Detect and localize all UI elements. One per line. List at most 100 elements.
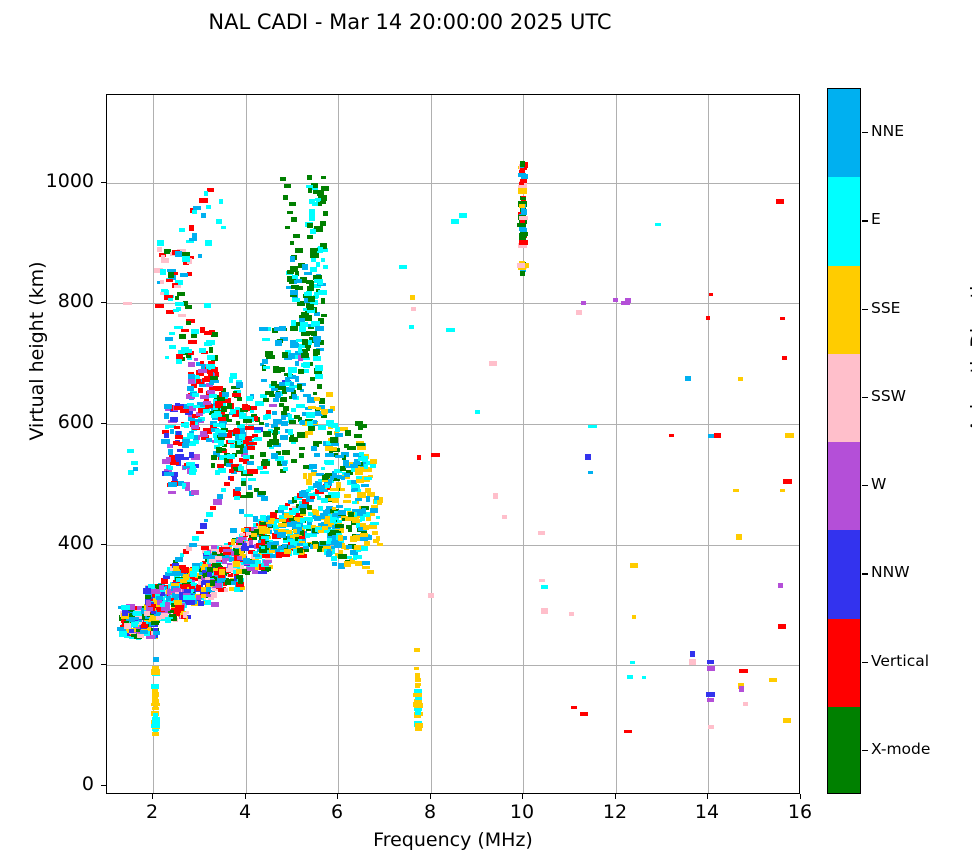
data-mark <box>211 601 220 607</box>
data-mark <box>181 328 190 332</box>
data-mark <box>316 547 322 553</box>
data-mark <box>273 427 280 431</box>
data-mark <box>363 541 370 547</box>
data-mark <box>336 474 345 479</box>
data-mark <box>203 555 211 560</box>
data-mark <box>307 397 316 404</box>
data-mark <box>168 331 175 335</box>
data-mark <box>312 296 318 300</box>
data-mark <box>191 490 200 496</box>
data-mark <box>314 325 324 331</box>
data-mark <box>163 413 169 420</box>
data-mark <box>260 363 265 367</box>
data-mark <box>314 198 321 202</box>
data-mark <box>170 583 179 588</box>
data-mark <box>233 586 240 592</box>
data-mark <box>707 724 714 729</box>
data-mark <box>272 419 282 425</box>
data-mark <box>248 540 253 545</box>
data-mark <box>235 569 243 575</box>
data-mark <box>518 204 525 209</box>
data-mark <box>624 297 631 303</box>
plot-area <box>106 94 800 794</box>
data-mark <box>182 549 189 555</box>
data-mark <box>201 212 207 218</box>
data-mark <box>232 564 240 570</box>
data-mark <box>291 496 297 503</box>
data-mark <box>518 240 528 246</box>
data-mark <box>292 321 300 326</box>
data-mark <box>354 489 361 493</box>
data-mark <box>290 285 299 290</box>
data-mark <box>203 303 211 309</box>
data-mark <box>243 418 253 423</box>
data-mark <box>329 437 338 444</box>
data-mark <box>291 320 297 327</box>
data-mark <box>355 498 363 502</box>
colorbar-tick <box>862 485 868 487</box>
data-mark <box>311 540 318 545</box>
data-mark <box>329 406 335 412</box>
data-mark <box>163 471 173 476</box>
data-mark <box>283 549 291 555</box>
data-mark <box>327 523 334 528</box>
data-mark <box>369 459 377 465</box>
data-mark <box>129 617 138 621</box>
data-mark <box>171 593 179 599</box>
data-mark <box>197 402 206 408</box>
data-mark <box>259 526 267 531</box>
data-mark <box>234 495 241 500</box>
data-mark <box>298 491 305 497</box>
data-mark <box>262 527 270 534</box>
data-mark <box>152 729 158 735</box>
data-mark <box>307 542 312 547</box>
data-mark <box>145 606 153 613</box>
data-mark <box>163 575 171 580</box>
data-mark <box>205 592 210 597</box>
data-mark <box>202 569 207 575</box>
data-mark <box>201 564 208 568</box>
data-mark <box>227 573 233 577</box>
data-mark <box>270 511 278 517</box>
data-mark <box>248 545 254 549</box>
data-mark <box>119 631 128 638</box>
data-mark <box>782 478 792 484</box>
data-mark <box>259 514 266 521</box>
data-mark <box>295 535 300 542</box>
data-mark <box>126 612 133 617</box>
gridline-vertical <box>431 95 432 793</box>
data-mark <box>415 684 421 688</box>
data-mark <box>184 487 190 491</box>
data-mark <box>252 571 262 575</box>
gridline-horizontal <box>107 545 799 546</box>
data-mark <box>221 387 227 394</box>
data-mark <box>254 563 260 570</box>
data-mark <box>180 346 189 352</box>
data-mark <box>320 297 325 304</box>
data-mark <box>304 291 311 296</box>
data-mark <box>200 361 205 365</box>
data-mark <box>185 348 193 353</box>
data-mark <box>274 549 280 555</box>
data-mark <box>261 538 266 545</box>
data-mark <box>192 565 200 572</box>
data-mark <box>152 707 160 711</box>
data-mark <box>520 228 528 234</box>
data-mark <box>331 498 338 503</box>
data-mark <box>323 518 330 524</box>
data-mark <box>410 307 416 312</box>
data-mark <box>301 339 308 346</box>
data-mark <box>215 400 224 407</box>
data-mark <box>292 533 299 537</box>
data-mark <box>220 423 226 429</box>
data-mark <box>353 535 361 542</box>
data-mark <box>298 326 306 333</box>
data-mark <box>242 568 248 574</box>
data-mark <box>189 594 197 600</box>
data-mark <box>224 482 231 487</box>
data-mark <box>303 298 310 304</box>
data-mark <box>632 614 637 619</box>
data-mark <box>153 704 158 708</box>
data-mark <box>174 556 183 562</box>
data-mark <box>260 535 269 541</box>
